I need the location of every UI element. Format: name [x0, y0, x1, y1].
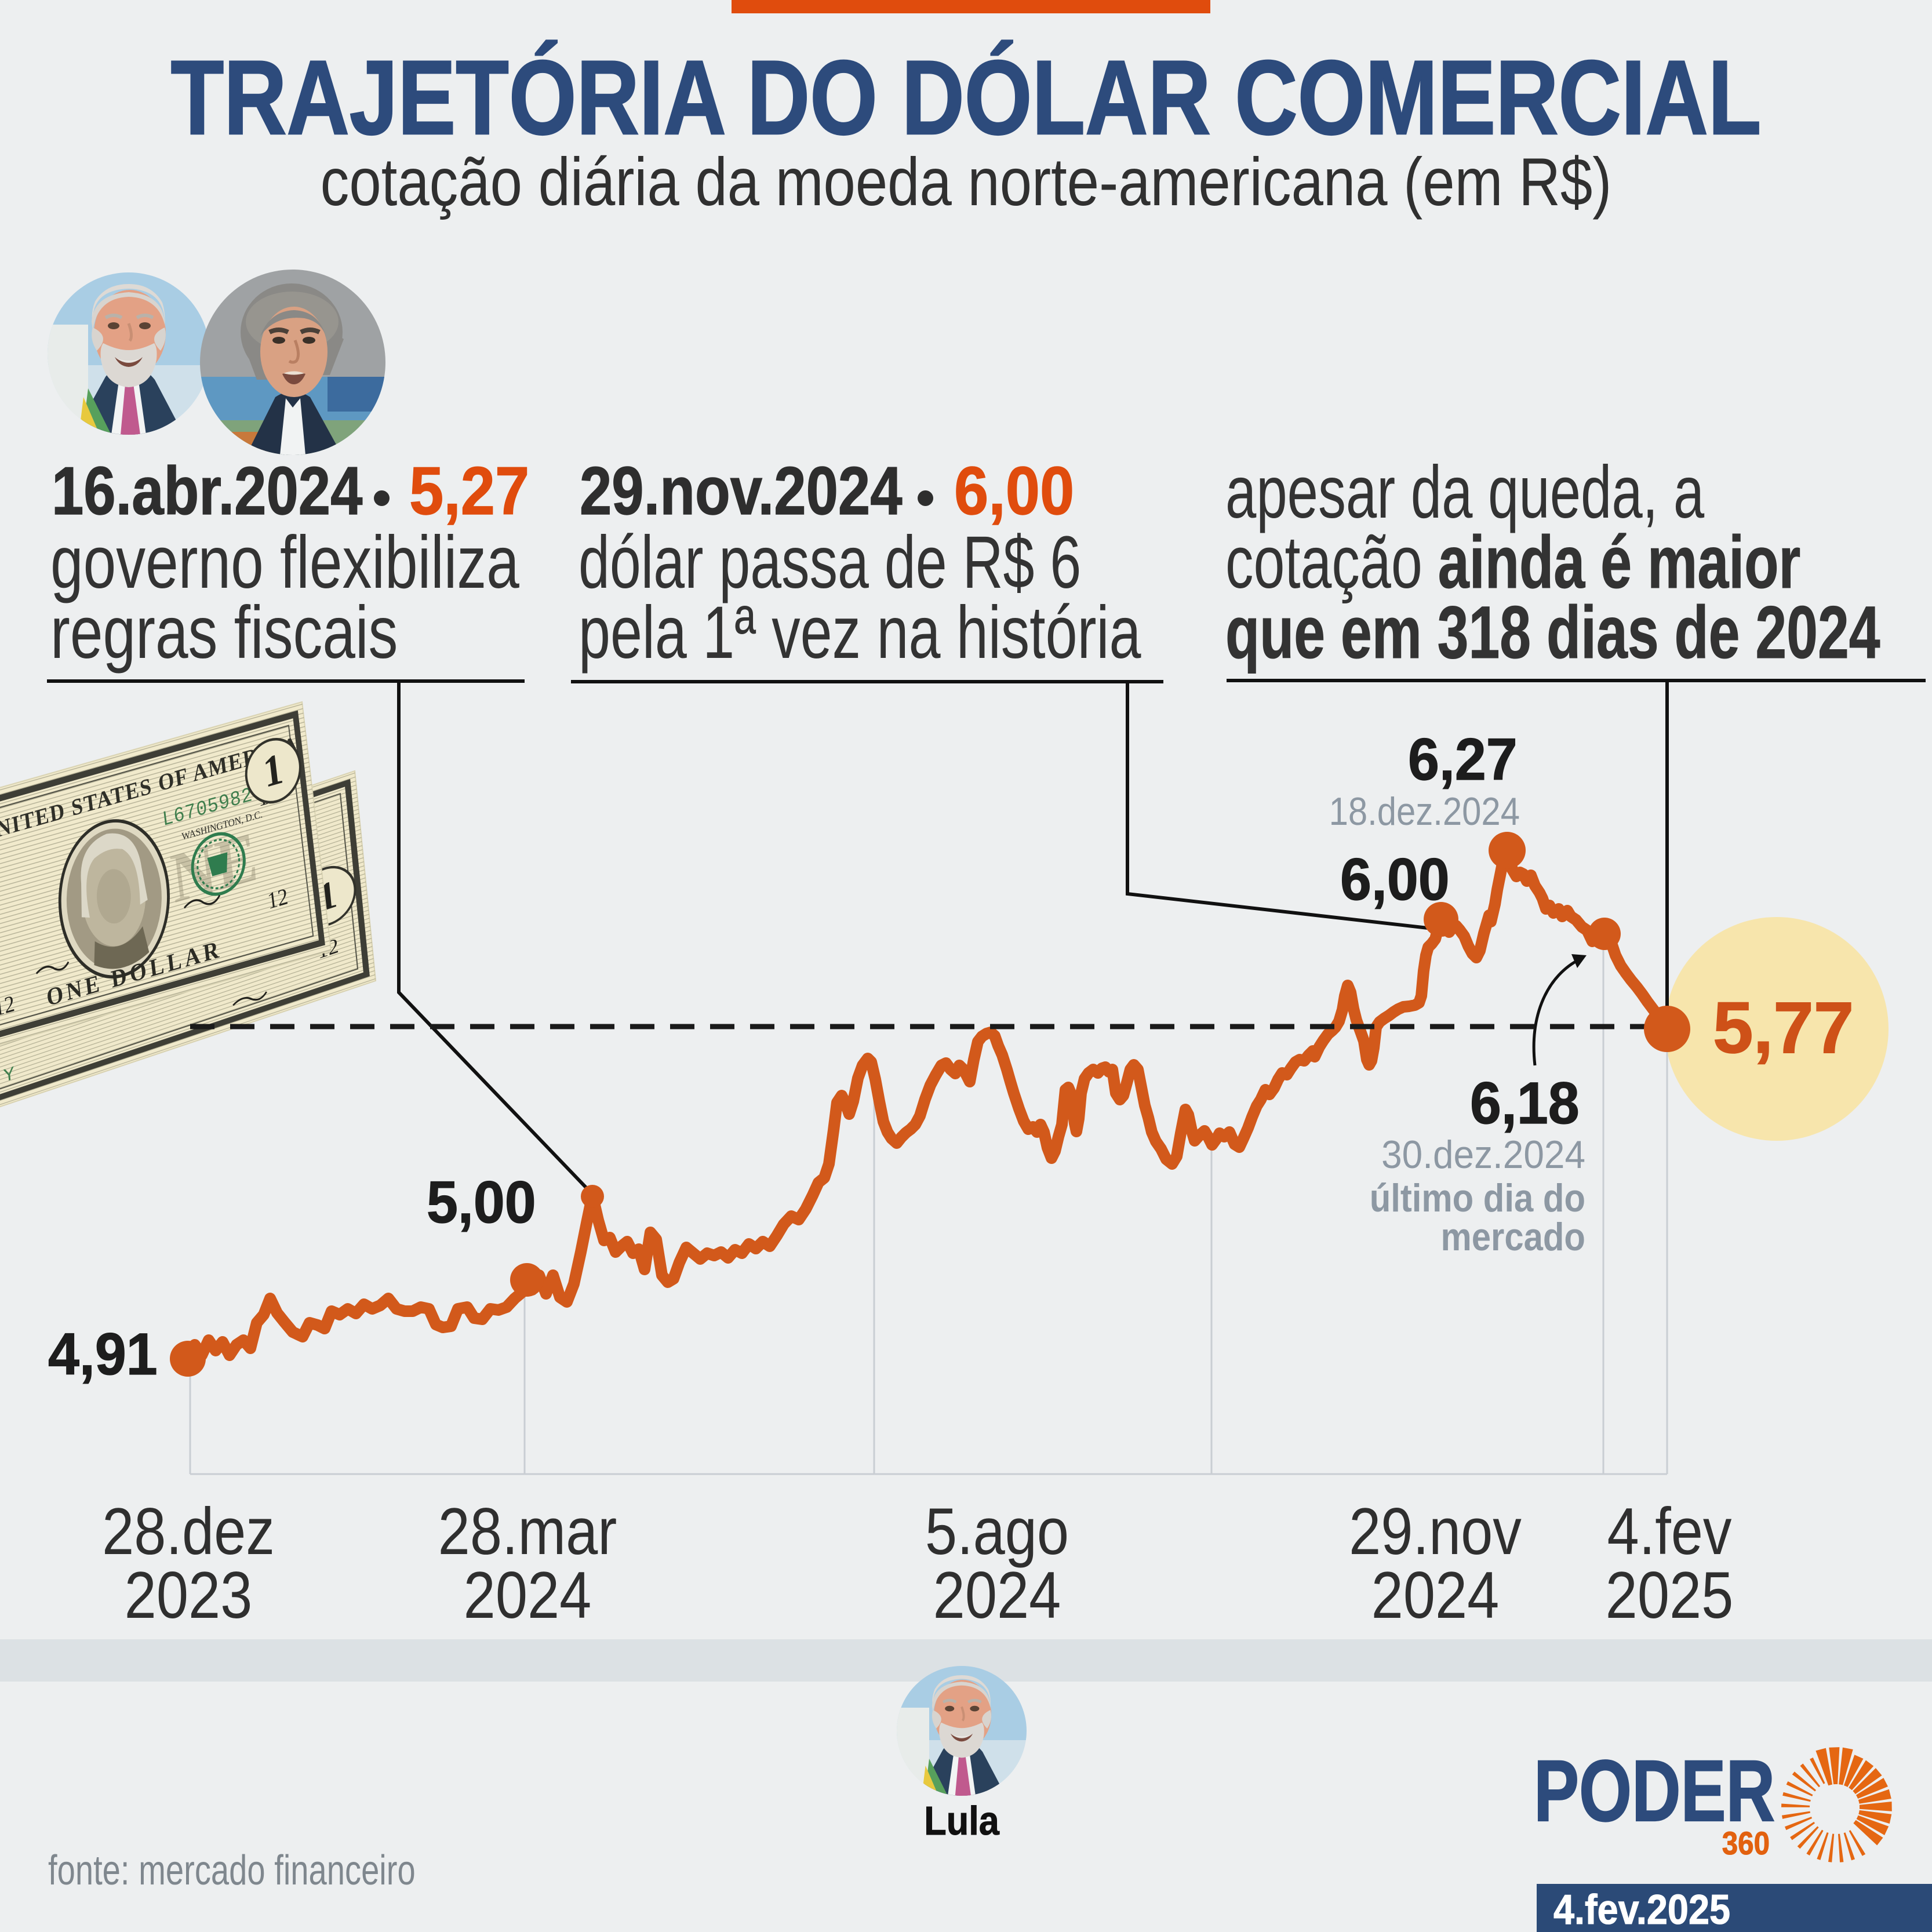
svg-text:12: 12 [0, 991, 16, 1022]
svg-text:Y: Y [3, 1063, 16, 1087]
svg-text:12: 12 [266, 883, 289, 915]
